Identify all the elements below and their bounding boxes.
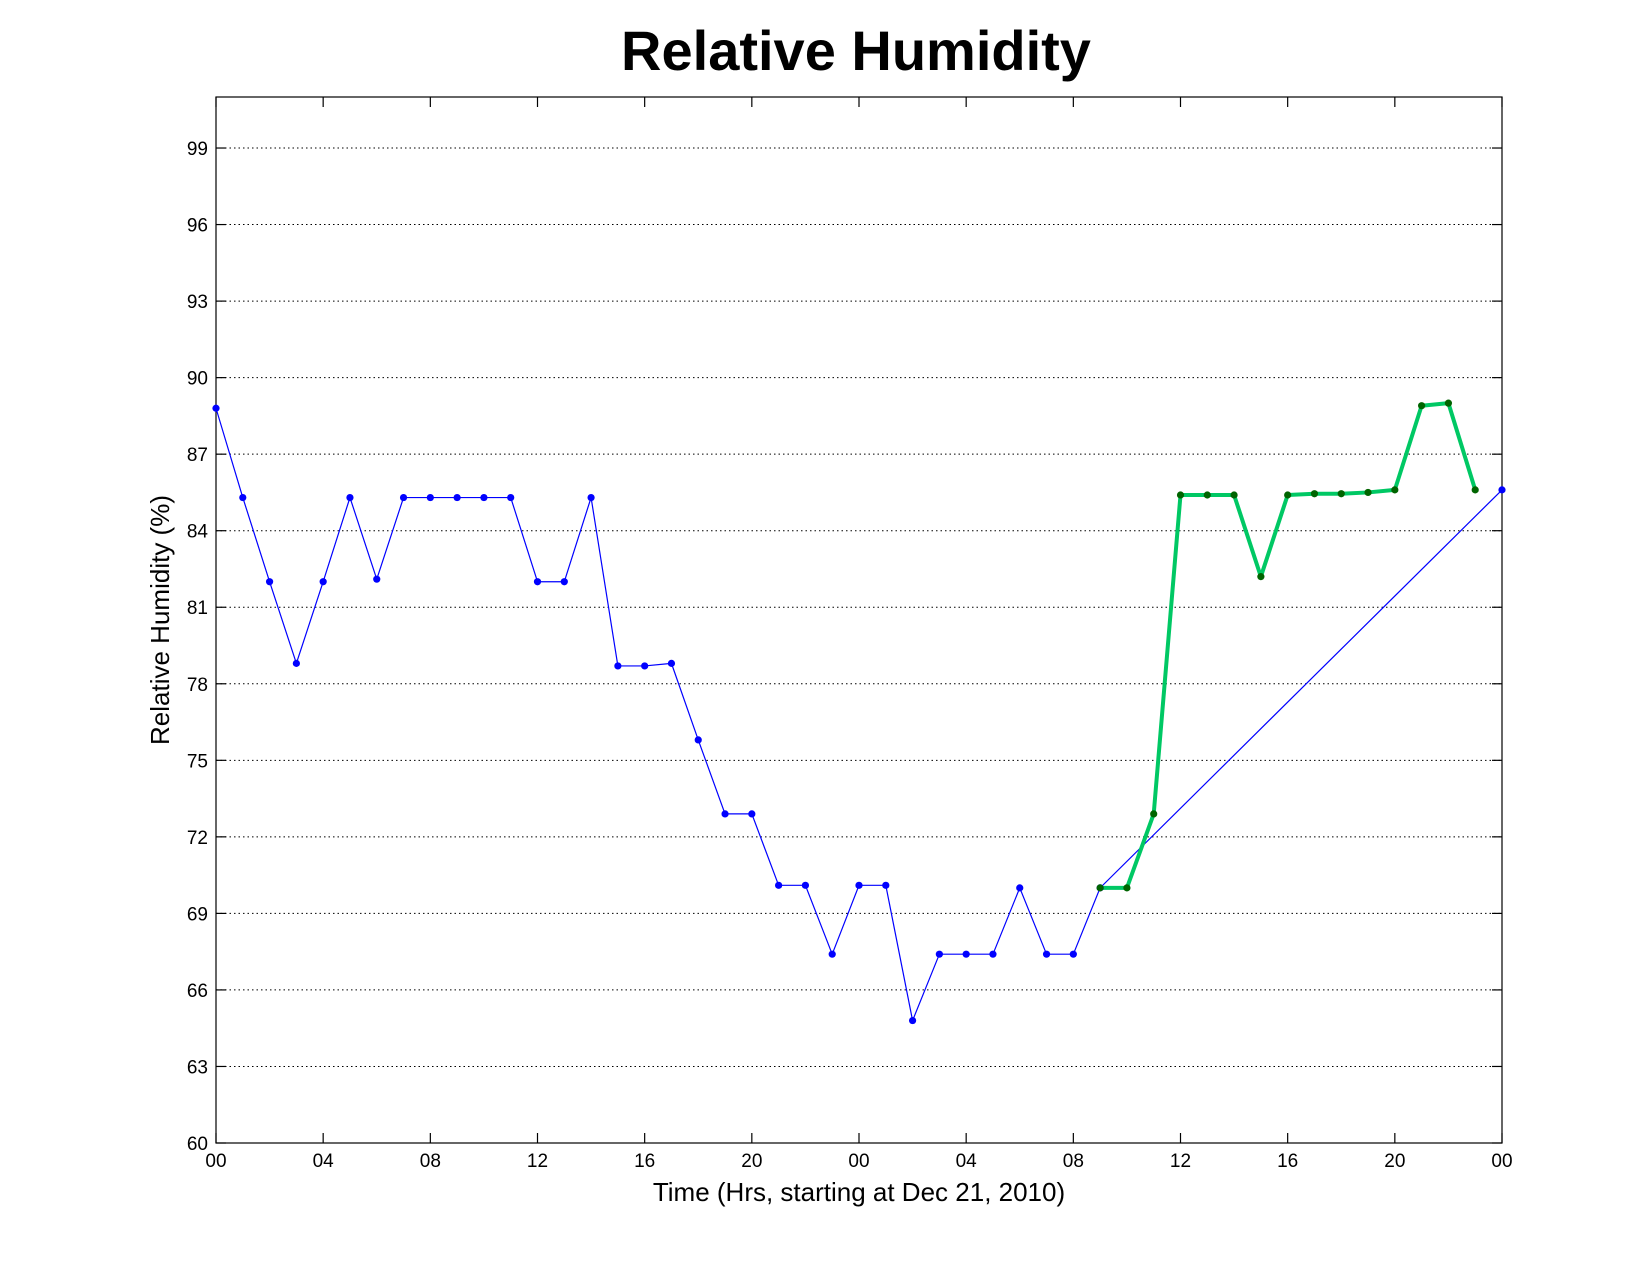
y-tick-label: 60 (187, 1134, 208, 1155)
data-point-1 (533, 578, 542, 586)
y-tick-label: 63 (187, 1057, 208, 1078)
y-tick-label: 90 (187, 369, 208, 390)
y-tick-label: 96 (187, 216, 208, 237)
data-point-2 (1310, 490, 1319, 498)
x-tick-label: 04 (313, 1151, 335, 1172)
y-tick-label: 87 (187, 445, 208, 466)
data-point-1 (801, 881, 810, 889)
data-point-1 (212, 404, 220, 412)
y-tick-label: 99 (187, 139, 208, 160)
y-axis-label: Relative Humidity (%) (145, 495, 175, 745)
data-point-1 (667, 659, 676, 667)
data-point-1 (507, 493, 515, 502)
x-tick-label: 12 (1170, 1151, 1191, 1172)
y-tick-label: 69 (187, 904, 208, 925)
y-tick-label: 84 (187, 522, 209, 543)
x-tick-label: 00 (1491, 1151, 1512, 1172)
x-tick-label: 16 (1277, 1151, 1298, 1172)
data-point-1 (989, 950, 997, 958)
x-tick-label: 00 (205, 1151, 226, 1172)
y-tick-label: 81 (187, 598, 208, 619)
data-point-1 (560, 578, 568, 586)
data-point-1 (265, 578, 274, 586)
data-point-1 (426, 493, 434, 502)
data-point-1 (373, 575, 381, 583)
data-point-1 (721, 810, 729, 818)
data-point-2 (1364, 488, 1372, 497)
data-point-1 (694, 736, 702, 744)
data-point-2 (1176, 491, 1185, 499)
x-tick-label: 16 (634, 1151, 655, 1172)
data-point-1 (346, 493, 354, 502)
data-point-1 (828, 950, 836, 958)
data-point-1 (292, 659, 300, 667)
data-point-2 (1391, 486, 1399, 494)
x-tick-label: 20 (1384, 1151, 1405, 1172)
data-point-1 (882, 881, 890, 889)
data-point-1 (775, 881, 783, 889)
data-point-2 (1257, 573, 1265, 581)
y-tick-label: 93 (187, 292, 208, 313)
data-point-1 (1016, 884, 1024, 892)
y-tick-label: 72 (187, 828, 208, 849)
data-point-2 (1471, 486, 1479, 494)
data-point-1 (239, 493, 247, 502)
y-tick-label: 75 (187, 751, 208, 772)
x-tick-label: 04 (956, 1151, 978, 1172)
data-point-1 (480, 493, 488, 502)
x-tick-label: 12 (527, 1151, 548, 1172)
data-point-1 (1498, 486, 1506, 494)
data-point-1 (399, 493, 408, 502)
data-point-2 (1444, 399, 1453, 407)
data-point-1 (319, 578, 327, 586)
plot-frame (215, 96, 1503, 1144)
axis-ticks: 60 63 66 69 72 75 78 81 84 87 90 93 96 99 00 04 08 12 16 20… (187, 97, 1513, 1172)
data-point-1 (908, 1016, 917, 1025)
y-tick-label: 78 (187, 675, 208, 696)
gridlines (216, 147, 1502, 1067)
data-point-1 (962, 950, 970, 958)
data-point-1 (1069, 950, 1077, 958)
data-point-2 (1203, 491, 1211, 499)
data-point-2 (1150, 810, 1158, 818)
y-tick-label: 66 (187, 981, 208, 1002)
data-point-2 (1418, 402, 1426, 410)
x-tick-label: 08 (1063, 1151, 1084, 1172)
x-tick-label: 20 (741, 1151, 762, 1172)
chart-title: Relative Humidity (621, 19, 1091, 82)
data-point-1 (748, 810, 756, 818)
x-tick-label: 00 (848, 1151, 869, 1172)
data-point-2 (1337, 490, 1345, 498)
series-line-1 (215, 408, 1503, 1022)
x-axis-label: Time (Hrs, starting at Dec 21, 2010) (653, 1177, 1065, 1207)
data-point-1 (855, 881, 863, 889)
data-point-1 (1042, 950, 1051, 958)
data-point-2 (1123, 884, 1131, 892)
data-point-1 (641, 662, 649, 670)
data-point-1 (614, 662, 622, 670)
data-point-1 (935, 950, 943, 958)
x-tick-label: 08 (420, 1151, 441, 1172)
data-point-1 (587, 493, 595, 502)
data-point-2 (1096, 884, 1104, 892)
data-point-2 (1230, 491, 1238, 499)
data-point-1 (453, 493, 461, 502)
data-point-2 (1284, 491, 1292, 499)
data-series (212, 399, 1506, 1025)
